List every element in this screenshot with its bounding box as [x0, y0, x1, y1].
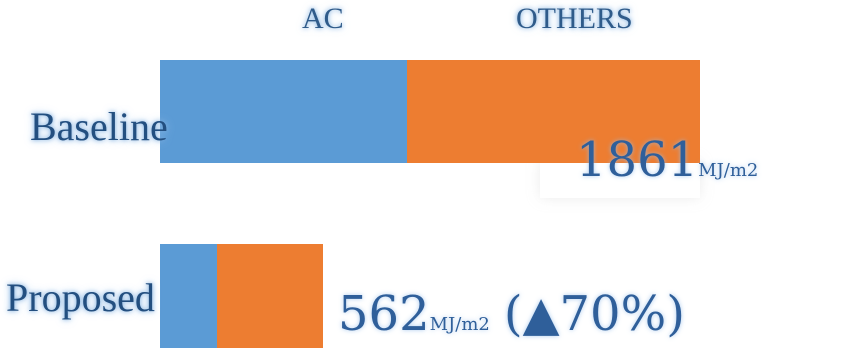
bar-row-baseline	[160, 60, 700, 163]
bar-proposed-others	[217, 244, 324, 348]
total-label-proposed: 562MJ/m2 (▲70%)	[338, 286, 685, 342]
category-label-baseline: Baseline	[30, 104, 168, 149]
bar-baseline-others	[406, 60, 700, 163]
bar-baseline-ac	[160, 60, 407, 163]
total-unit-proposed: MJ/m2	[429, 314, 490, 335]
total-change-proposed: (▲70%)	[503, 286, 685, 342]
bar-row-proposed	[160, 244, 700, 348]
total-value-proposed: 562	[338, 286, 430, 342]
total-label-baseline: 1861MJ/m2	[576, 132, 758, 188]
category-label-proposed: Proposed	[6, 275, 155, 320]
total-unit-baseline: MJ/m2	[698, 160, 759, 181]
legend-ac: AC	[302, 2, 344, 35]
total-value-baseline: 1861	[576, 132, 699, 188]
legend-others: OTHERS	[516, 2, 633, 35]
bar-shadow-baseline	[540, 160, 700, 198]
bar-proposed-ac	[160, 244, 218, 348]
